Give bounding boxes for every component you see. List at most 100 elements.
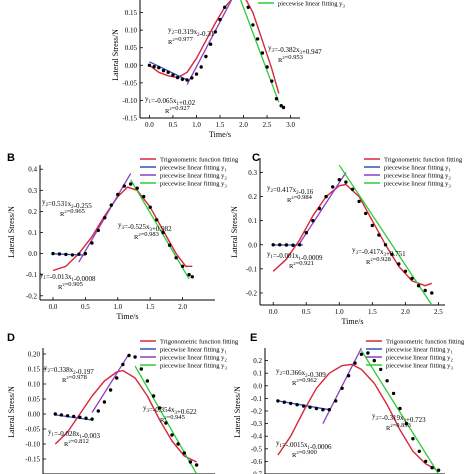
data-point bbox=[180, 77, 185, 82]
data-point bbox=[274, 97, 279, 101]
trig-fit-line bbox=[148, 0, 280, 94]
data-point bbox=[340, 386, 344, 390]
x-tick-label: 2.0 bbox=[401, 308, 410, 316]
data-point bbox=[301, 404, 306, 408]
equation-label: y1=-.0015x1-0.0006 bbox=[276, 439, 332, 451]
y-tick-label: -0.5 bbox=[251, 445, 263, 453]
x-tick-label: 1.5 bbox=[368, 308, 377, 316]
data-point bbox=[337, 178, 341, 182]
data-point bbox=[187, 273, 191, 277]
data-point bbox=[377, 233, 381, 237]
equation-label: y2=0.338x2-0.197 bbox=[44, 364, 94, 376]
y-tick-label: 0.2 bbox=[253, 357, 262, 365]
data-point bbox=[436, 468, 441, 472]
data-point bbox=[255, 37, 260, 41]
data-point bbox=[175, 75, 180, 80]
r2-label: R2=0.928 bbox=[366, 256, 391, 266]
y-tick-label: 0.1 bbox=[28, 229, 37, 237]
data-point bbox=[148, 205, 152, 209]
data-point bbox=[170, 433, 174, 437]
equation-label: y1=-0.001x1-0.0009 bbox=[267, 250, 323, 262]
data-point bbox=[103, 216, 107, 220]
data-point bbox=[115, 376, 119, 380]
y-axis-label: Lateral Stress/N bbox=[7, 386, 16, 438]
x-tick-label: 0.5 bbox=[169, 121, 178, 129]
legend: Trigonometric function fittingpiecewise … bbox=[140, 157, 239, 189]
data-point bbox=[161, 230, 165, 235]
legend-label: piecewise linear fitting y3 bbox=[384, 181, 451, 189]
data-point bbox=[161, 68, 166, 73]
data-point bbox=[291, 243, 295, 247]
fit-y2-line bbox=[322, 347, 362, 424]
data-point bbox=[53, 412, 57, 416]
y-tick-label: -0.7 bbox=[251, 471, 263, 474]
data-point bbox=[308, 405, 312, 409]
equation-label: y2=0.319x2-0.31 bbox=[168, 26, 215, 38]
legend-label: Trigonometric function fitting bbox=[386, 339, 465, 346]
y-tick-label: 0.3 bbox=[28, 187, 37, 195]
data-point bbox=[171, 73, 175, 77]
data-point bbox=[282, 400, 286, 404]
legend: Trigonometric function fittingpiecewise … bbox=[366, 339, 465, 371]
legend-label: piecewise linear fitting y3 bbox=[160, 181, 227, 189]
data-point bbox=[430, 466, 434, 470]
data-point bbox=[284, 243, 289, 247]
r2-label: R2=0.953 bbox=[278, 54, 303, 64]
y-tick-label: 0.3 bbox=[248, 169, 257, 177]
legend-label: Trigonometric function fitting bbox=[384, 157, 463, 164]
equation-label: y3=-0.354x3+0.622 bbox=[143, 404, 197, 416]
y-tick-label: -0.15 bbox=[25, 456, 40, 464]
fit-y3-line bbox=[338, 164, 433, 306]
y-tick-label: -0.2 bbox=[246, 289, 258, 297]
data-point bbox=[276, 399, 280, 403]
data-point bbox=[188, 460, 193, 464]
data-point bbox=[353, 361, 357, 365]
data-point bbox=[122, 184, 127, 188]
data-point bbox=[223, 5, 227, 9]
data-point bbox=[246, 5, 250, 9]
legend-label: piecewise linear fitting y2 bbox=[384, 173, 451, 181]
data-point bbox=[108, 388, 113, 392]
data-point bbox=[344, 180, 348, 184]
x-tick-label: 1.0 bbox=[113, 303, 122, 311]
panel-C: 0.3 0.2 0.1 0.0 -0.1 -0.2 0.0 0.5 1.0 1.5 2.0 2.5 Ti… bbox=[230, 152, 463, 326]
panel-letter: C bbox=[252, 152, 260, 164]
y-tick-label: -0.1 bbox=[251, 395, 263, 403]
data-point bbox=[133, 355, 137, 359]
data-point bbox=[72, 414, 76, 419]
y-tick-label: -0.6 bbox=[251, 458, 263, 466]
y-tick-label: 0.05 bbox=[125, 44, 138, 52]
data-point bbox=[270, 79, 274, 83]
data-point bbox=[391, 391, 396, 396]
data-point bbox=[64, 252, 68, 257]
data-point bbox=[145, 379, 150, 383]
data-point bbox=[59, 413, 64, 417]
legend: piecewise linear fitting y3 bbox=[258, 1, 345, 9]
data-point bbox=[271, 243, 275, 247]
x-tick-label: 2.5 bbox=[434, 308, 443, 316]
data-point bbox=[78, 415, 82, 419]
data-point bbox=[213, 30, 217, 34]
data-point bbox=[321, 408, 325, 412]
fit-y3-line bbox=[360, 350, 440, 474]
equation-label: y3=-0.417x3+0.751 bbox=[352, 246, 406, 258]
data-point bbox=[416, 284, 421, 288]
equation-label: y3=-0.319x3+0.723 bbox=[372, 412, 426, 424]
data-point bbox=[65, 414, 70, 418]
data-point bbox=[385, 379, 389, 383]
r2-label: R2=0.965 bbox=[60, 208, 85, 218]
data-point bbox=[167, 243, 172, 247]
data-point bbox=[281, 105, 286, 110]
y-tick-label: 0.15 bbox=[28, 366, 41, 374]
data-point bbox=[70, 253, 75, 257]
y-tick-label: -0.15 bbox=[122, 115, 137, 123]
data-point bbox=[372, 358, 376, 363]
y-tick-label: 0.10 bbox=[125, 27, 138, 35]
legend: Trigonometric function fittingpiecewise … bbox=[364, 157, 463, 189]
y-tick-label: -0.1 bbox=[246, 265, 258, 273]
data-point bbox=[57, 252, 62, 256]
legend-label: piecewise linear fitting y1 bbox=[384, 165, 451, 173]
data-point bbox=[180, 264, 185, 268]
data-point bbox=[410, 276, 414, 281]
